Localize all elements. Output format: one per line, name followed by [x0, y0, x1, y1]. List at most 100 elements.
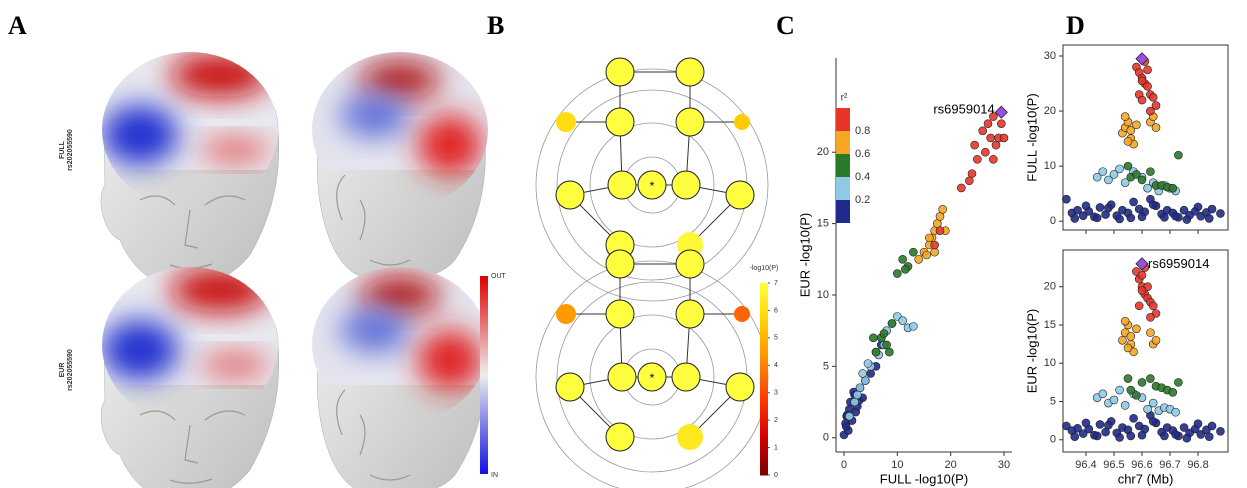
point: [925, 234, 933, 242]
point: [1127, 214, 1135, 222]
point: [845, 412, 853, 420]
point: [915, 255, 923, 263]
point: [1110, 396, 1118, 404]
point: [1169, 184, 1177, 192]
colorbar-tick-label: 1: [774, 444, 778, 451]
colorbar-tick-label: 3: [774, 390, 778, 397]
point: [1152, 124, 1160, 132]
point: [1194, 420, 1202, 428]
point: [1124, 375, 1132, 383]
point: [979, 127, 987, 135]
colorbar-cell: [760, 302, 768, 306]
colorbar-cell: [760, 421, 768, 425]
point: [869, 334, 877, 342]
y-tick-label: 20: [817, 146, 829, 158]
colorbar-cell: [760, 411, 768, 415]
point: [987, 134, 995, 142]
y-tick-label: 0: [823, 432, 829, 444]
x-tick-label: 96.4: [1075, 459, 1096, 471]
y-tick-label: 5: [823, 360, 829, 372]
colorbar-cell: [760, 309, 768, 313]
point: [1132, 170, 1140, 178]
y-tick-label: 10: [1044, 160, 1056, 172]
point: [1216, 209, 1224, 217]
point: [1096, 203, 1104, 211]
head-map: [100, 50, 280, 288]
center-label: *: [650, 371, 655, 385]
colorbar-tick-label: 0: [774, 472, 778, 479]
point: [899, 255, 907, 263]
colorbar-cell: [760, 437, 768, 441]
colorbar-cell: [760, 325, 768, 329]
point: [859, 369, 867, 377]
point: [1205, 214, 1213, 222]
node: [606, 250, 634, 278]
point: [968, 170, 976, 178]
node: [608, 363, 636, 391]
point: [867, 369, 875, 377]
colorbar-cell: [760, 293, 768, 297]
legend-swatch: [836, 200, 850, 223]
colorbar-cell: [760, 305, 768, 309]
y-tick-label: 20: [1044, 105, 1056, 117]
colorbar-cell: [760, 360, 768, 364]
colorbar-title: -log10(P): [750, 265, 779, 272]
colorbar-cell: [760, 289, 768, 293]
point: [1135, 302, 1143, 310]
x-tick-label: 96.7: [1159, 459, 1180, 471]
panel-label: A: [8, 11, 27, 40]
point: [880, 330, 888, 338]
point: [1118, 336, 1126, 344]
colorbar-cell: [760, 376, 768, 380]
node: [677, 424, 703, 450]
head-map: [310, 50, 490, 281]
point: [1149, 399, 1157, 407]
y-tick-label: 10: [817, 289, 829, 301]
colorbar-cell: [760, 296, 768, 300]
point: [1174, 378, 1182, 386]
node: [556, 112, 576, 132]
colorbar-cell: [760, 382, 768, 386]
point: [981, 148, 989, 156]
y-tick-label: 15: [817, 218, 829, 230]
point: [909, 322, 917, 330]
point: [1138, 287, 1146, 295]
point: [1144, 405, 1152, 413]
colorbar-cell: [760, 379, 768, 383]
colorbar-tick-label: 4: [774, 362, 778, 369]
point: [936, 212, 944, 220]
node: [676, 58, 704, 86]
point: [1146, 168, 1154, 176]
colorbar-cell: [760, 453, 768, 457]
point: [1149, 201, 1157, 209]
point: [1116, 386, 1124, 394]
y-tick-label: 0: [1050, 434, 1056, 446]
colorbar-cell: [760, 392, 768, 396]
colorbar-cell: [760, 299, 768, 303]
point: [856, 384, 864, 392]
point: [1152, 336, 1160, 344]
colorbar-cell: [760, 449, 768, 453]
colorbar-cell: [760, 430, 768, 434]
colorbar-cell: [760, 334, 768, 338]
row-label: FULL: [59, 140, 66, 159]
colorbar-tick-label: 6: [774, 307, 778, 314]
node: [672, 363, 700, 391]
colorbar-cell: [760, 401, 768, 405]
y-tick-label: 0: [1050, 215, 1056, 227]
legend-label: 0.2: [855, 194, 870, 206]
y-tick-label: 20: [1044, 281, 1056, 293]
point: [1160, 432, 1168, 440]
point: [899, 317, 907, 325]
point: [1130, 414, 1138, 422]
colorbar-cell: [760, 389, 768, 393]
colorbar-cell: [760, 405, 768, 409]
colorbar-cell: [760, 414, 768, 418]
colorbar-cell: [760, 315, 768, 319]
x-tick-label: 10: [891, 459, 903, 471]
point: [1124, 137, 1132, 145]
panel-label: D: [1066, 11, 1085, 40]
legend-label: 0.4: [855, 171, 870, 183]
point: [1138, 271, 1146, 279]
point: [1082, 202, 1090, 210]
